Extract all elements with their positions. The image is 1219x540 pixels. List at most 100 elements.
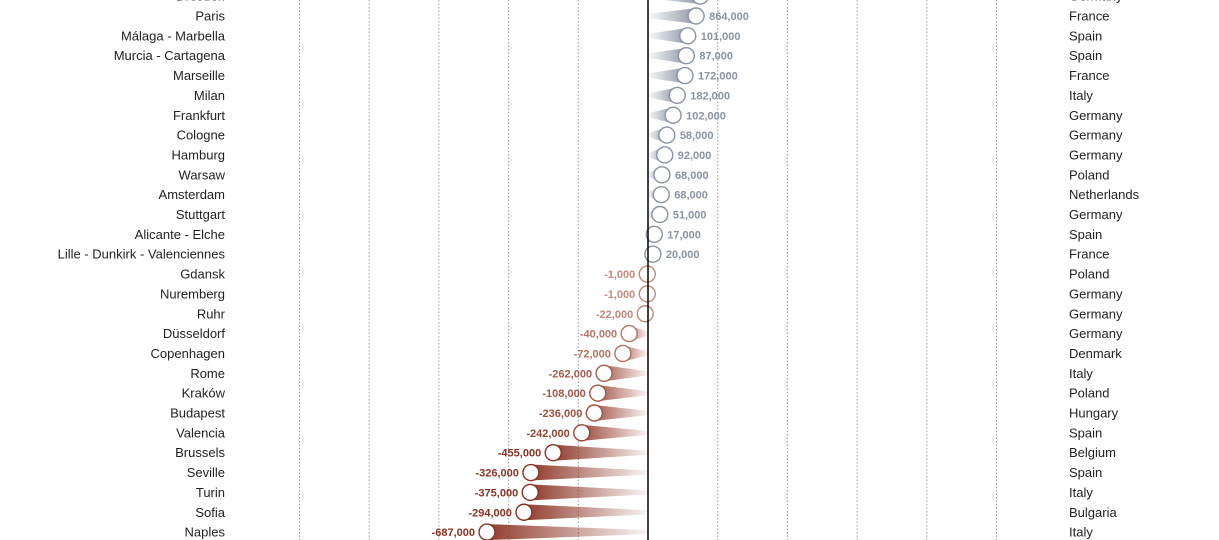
chart-rows: Dresden Germany Paris France 864,000 Málaga -… (58, 0, 1140, 540)
city-label: Düsseldorf (163, 326, 226, 341)
tail-mark (523, 504, 648, 521)
point-marker (620, 324, 638, 343)
city-label: Kraków (182, 386, 226, 401)
value-label: -108,000 (542, 388, 585, 400)
point-marker (656, 146, 674, 164)
city-label: Málaga - Marbella (121, 28, 226, 43)
gridlines (299, 0, 997, 540)
value-label: -455,000 (498, 448, 541, 460)
country-label: Poland (1069, 267, 1109, 282)
country-label: Denmark (1069, 346, 1122, 361)
city-label: Sofia (195, 505, 225, 520)
point-marker (692, 0, 709, 5)
point-marker (687, 7, 705, 25)
point-marker (478, 523, 496, 540)
country-label: France (1069, 247, 1109, 262)
point-marker (651, 205, 669, 224)
point-marker (658, 126, 676, 144)
point-marker (677, 47, 696, 65)
tail-mark (664, 0, 701, 5)
point-marker (515, 503, 533, 521)
chart-row: Paris France 864,000 (195, 7, 1109, 25)
value-label: 87,000 (699, 51, 733, 63)
city-label: Marseille (173, 68, 225, 83)
chart-row: Málaga - Marbella Spain 101,000 (121, 27, 1102, 45)
point-marker (573, 424, 591, 442)
tail-mark (530, 484, 648, 501)
city-label: Amsterdam (159, 187, 225, 202)
tail-mark (648, 8, 697, 24)
value-label: -22,000 (596, 309, 633, 321)
value-label: 20,000 (666, 249, 700, 261)
country-label: Germany (1069, 0, 1123, 4)
city-label: Hamburg (172, 147, 225, 162)
value-label: -375,000 (475, 487, 518, 499)
chart-row: Marseille France 172,000 (173, 66, 1109, 85)
point-marker (644, 245, 662, 263)
city-label: Paris (195, 9, 225, 24)
chart-row: Düsseldorf Germany -40,000 (163, 324, 1123, 343)
country-label: Bulgaria (1069, 505, 1117, 520)
value-label: 68,000 (675, 170, 709, 182)
chart-row: Stuttgart Germany 51,000 (176, 205, 1123, 224)
tail-mark (581, 424, 648, 441)
point-marker (636, 305, 654, 323)
country-label: Italy (1069, 88, 1093, 103)
value-label: -294,000 (468, 507, 511, 519)
chart-row: Milan Italy 182,000 (194, 86, 1093, 105)
country-label: Spain (1069, 425, 1102, 440)
chart-row: Alicante - Elche Spain 17,000 (135, 225, 1102, 244)
chart-row: Copenhagen Denmark -72,000 (151, 344, 1122, 363)
city-label: Frankfurt (173, 108, 225, 123)
country-label: Germany (1069, 207, 1123, 222)
country-label: France (1069, 68, 1109, 83)
chart-row: Seville Spain -326,000 (187, 463, 1102, 482)
city-label: Nuremberg (160, 286, 225, 301)
country-label: Italy (1069, 525, 1093, 540)
chart-row: Valencia Spain -242,000 (176, 424, 1102, 442)
tail-mark (553, 444, 648, 461)
chart-row: Nuremberg Germany -1,000 (160, 285, 1123, 303)
point-marker (679, 27, 697, 45)
chart-row: Gdansk Poland -1,000 (180, 265, 1109, 283)
country-label: Poland (1069, 167, 1109, 182)
value-label: 51,000 (673, 210, 707, 222)
tail-mark (597, 385, 648, 402)
city-label: Alicante - Elche (135, 227, 225, 242)
city-label: Milan (194, 88, 225, 103)
country-label: Germany (1069, 306, 1123, 321)
point-marker (589, 384, 607, 402)
country-label: Hungary (1069, 406, 1119, 421)
country-label: Spain (1069, 227, 1102, 242)
chart-row: Sofia Bulgaria -294,000 (195, 503, 1117, 521)
value-label: 182,000 (690, 90, 730, 102)
tail-mark (530, 464, 648, 481)
city-label: Seville (187, 465, 225, 480)
point-marker (645, 225, 663, 244)
city-label: Gdansk (180, 267, 225, 282)
chart-row: Lille - Dunkirk - Valenciennes France 20,0… (58, 245, 1109, 263)
country-label: Germany (1069, 128, 1123, 143)
city-label: Naples (185, 525, 226, 540)
country-label: Poland (1069, 386, 1109, 401)
chart-row: Ruhr Germany -22,000 (197, 305, 1123, 323)
country-label: Spain (1069, 48, 1102, 63)
point-marker (653, 166, 671, 184)
value-label: -242,000 (526, 428, 569, 440)
chart-row: Murcia - Cartagena Spain 87,000 (114, 47, 1102, 65)
value-label: -1,000 (604, 289, 635, 301)
point-marker (668, 86, 686, 105)
value-label: -40,000 (580, 329, 617, 341)
value-label: -72,000 (574, 348, 611, 360)
country-label: Germany (1069, 326, 1123, 341)
country-label: Italy (1069, 366, 1093, 381)
value-label: 92,000 (678, 150, 712, 162)
value-label: 172,000 (698, 71, 738, 83)
tail-mark (594, 405, 648, 421)
city-label: Lille - Dunkirk - Valenciennes (58, 247, 226, 262)
point-marker (652, 185, 670, 204)
city-label: Warsaw (179, 167, 226, 182)
country-label: Belgium (1069, 445, 1116, 460)
value-label: 864,000 (709, 11, 749, 23)
